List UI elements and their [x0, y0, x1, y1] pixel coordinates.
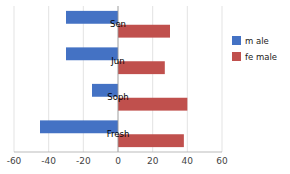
grid	[14, 6, 222, 152]
legend-label: m ale	[245, 36, 269, 46]
legend-swatch	[232, 36, 241, 45]
tick-label: 20	[147, 156, 159, 166]
chart-container: -60 -40 -20 0 20 40 60 Fresh Soph Jun Sen m ale fe m…	[0, 0, 290, 174]
category-label: Sen	[110, 19, 126, 29]
tick-label: 0	[115, 156, 121, 166]
tick-label: -40	[41, 156, 56, 166]
grid-line	[14, 6, 15, 152]
x-axis-line	[14, 152, 222, 153]
tick-label: 60	[216, 156, 228, 166]
tick-label: -20	[76, 156, 91, 166]
grid-line	[222, 6, 223, 152]
category-label: Jun	[110, 56, 124, 66]
category-label: Soph	[107, 92, 128, 102]
tick-label: 40	[182, 156, 194, 166]
bar	[66, 47, 118, 60]
grid-line	[187, 6, 188, 152]
category-label: Fresh	[107, 129, 130, 139]
bar	[118, 61, 165, 74]
chart: -60 -40 -20 0 20 40 60 Fresh Soph Jun Sen m ale fe m…	[0, 0, 290, 174]
tick-label: -60	[7, 156, 22, 166]
legend-swatch	[232, 52, 241, 61]
legend-label: fe male	[245, 52, 277, 62]
bars	[40, 11, 187, 147]
